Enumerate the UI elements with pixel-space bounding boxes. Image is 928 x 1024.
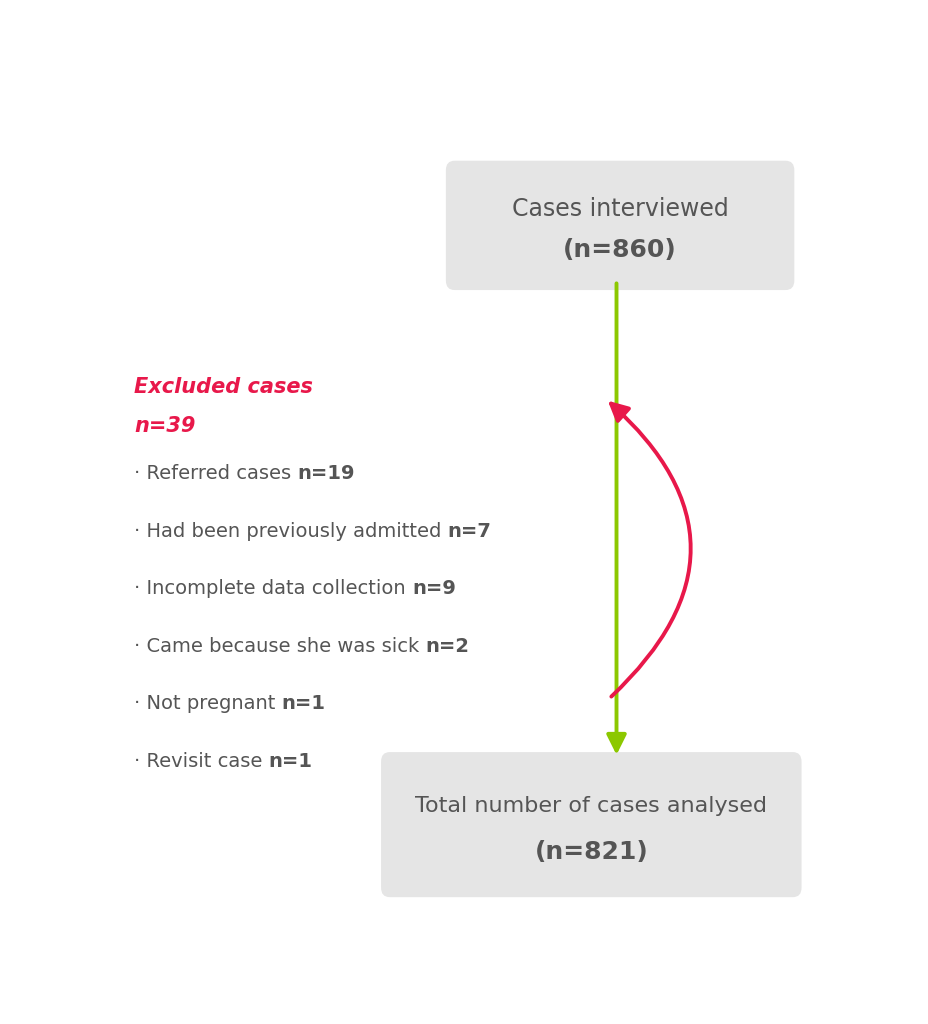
Text: · Came because she was sick: · Came because she was sick	[134, 637, 425, 656]
Text: (n=860): (n=860)	[562, 238, 677, 262]
Text: · Referred cases: · Referred cases	[134, 464, 297, 483]
Text: n=1: n=1	[281, 694, 326, 714]
Text: n=9: n=9	[411, 580, 456, 598]
Text: Excluded cases: Excluded cases	[134, 377, 313, 397]
Text: (n=821): (n=821)	[534, 841, 648, 864]
Text: n=1: n=1	[268, 752, 313, 771]
Text: n=39: n=39	[134, 417, 195, 436]
Text: n=19: n=19	[297, 464, 354, 483]
FancyBboxPatch shape	[380, 752, 801, 897]
Text: Total number of cases analysed: Total number of cases analysed	[415, 796, 767, 816]
FancyArrowPatch shape	[611, 403, 690, 696]
Text: · Had been previously admitted: · Had been previously admitted	[134, 522, 447, 541]
FancyBboxPatch shape	[445, 161, 793, 290]
Text: · Incomplete data collection: · Incomplete data collection	[134, 580, 411, 598]
Text: n=2: n=2	[425, 637, 470, 656]
Text: · Revisit case: · Revisit case	[134, 752, 268, 771]
Text: Cases interviewed: Cases interviewed	[511, 197, 728, 221]
Text: · Not pregnant: · Not pregnant	[134, 694, 281, 714]
Text: n=7: n=7	[447, 522, 491, 541]
